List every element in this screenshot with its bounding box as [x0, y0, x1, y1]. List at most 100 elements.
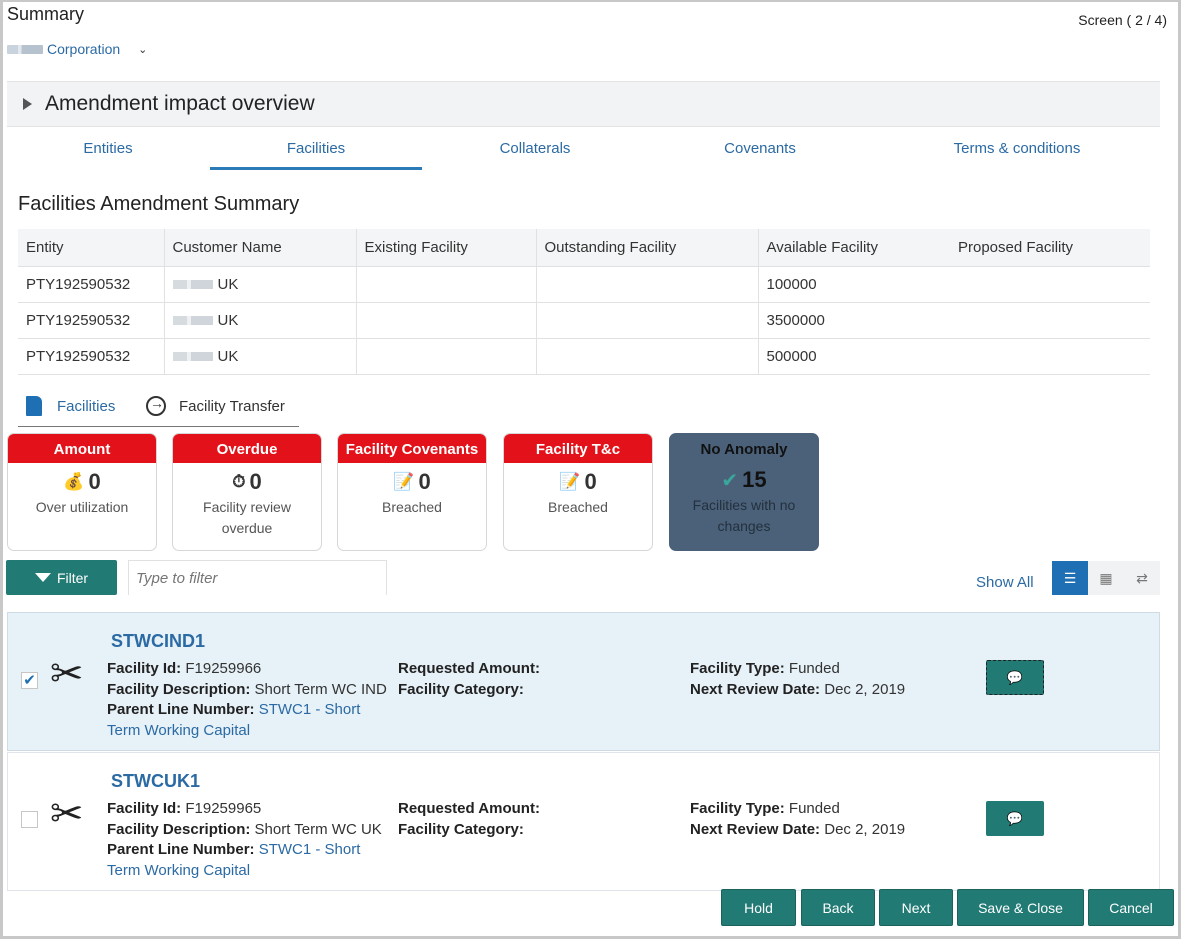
column-header-outstanding: Outstanding Facility — [536, 229, 759, 267]
card-facility-covenants[interactable]: Facility Covenants 📝 0 Breached — [337, 433, 487, 551]
stopwatch-icon: ⏱ — [232, 472, 246, 491]
facility-card[interactable]: ✔ ✂ STWCIND1 Facility Id: F19259966 Faci… — [7, 612, 1160, 751]
tab-covenants[interactable]: Covenants — [724, 140, 796, 157]
hold-button[interactable]: Hold — [721, 889, 796, 926]
cell-customer: UK — [164, 266, 357, 303]
next-review-row: Next Review Date: Dec 2, 2019 — [690, 680, 905, 701]
facility-type: Funded — [788, 660, 840, 677]
facility-card[interactable]: ✂ STWCUK1 Facility Id: F19259965 Facilit… — [7, 752, 1160, 891]
parent-line-link[interactable]: STWC1 - Short Term Working Capital — [107, 841, 361, 879]
table-row: PTY192590532 UK 100000 — [18, 266, 1150, 303]
subtab-facilities[interactable]: Facilities — [26, 396, 115, 416]
comment-icon: 💬 — [1006, 669, 1024, 685]
facility-category-row: Facility Category: — [398, 680, 540, 701]
facility-description: Short Term WC UK — [254, 820, 382, 838]
card-overdue[interactable]: Overdue ⏱ 0 Facility review overdue — [172, 433, 322, 551]
tab-entities[interactable]: Entities — [83, 140, 133, 157]
column-header-existing: Existing Facility — [356, 229, 537, 267]
document-edit-icon: 📝 — [559, 472, 581, 491]
cell-entity: PTY192590532 — [18, 302, 165, 339]
subtab-facilities-label: Facilities — [57, 397, 116, 415]
next-review-date: Dec 2, 2019 — [824, 680, 906, 698]
label: Facility Category: — [398, 680, 524, 698]
cell-proposed — [950, 302, 1150, 339]
tree-view-icon[interactable]: ⇄ — [1124, 561, 1160, 595]
next-review-date: Dec 2, 2019 — [824, 820, 906, 838]
cell-existing — [356, 338, 537, 375]
table-header-row: Entity Customer Name Existing Facility O… — [18, 229, 1150, 267]
card-value: 15 — [742, 467, 767, 492]
comment-button[interactable]: 💬 — [986, 801, 1044, 836]
view-toggle-group: ☰ ▦ ⇄ — [1052, 561, 1160, 595]
facility-checkbox[interactable] — [21, 811, 38, 828]
cancel-button[interactable]: Cancel — [1088, 889, 1174, 926]
facility-id-row: Facility Id: F19259966 — [107, 659, 397, 680]
facility-checkbox[interactable]: ✔ — [21, 672, 38, 689]
facility-type-row: Facility Type: Funded — [690, 799, 905, 820]
show-all-link[interactable]: Show All — [976, 574, 1034, 591]
facility-type: Funded — [788, 800, 840, 817]
redacted-name — [172, 316, 213, 326]
facility-details-col3: Facility Type: Funded Next Review Date: … — [690, 659, 905, 700]
facility-name[interactable]: STWCUK1 — [111, 771, 200, 791]
tab-collaterals[interactable]: Collaterals — [499, 140, 571, 157]
expand-triangle-icon[interactable] — [23, 98, 32, 110]
comment-button[interactable]: 💬 — [986, 660, 1044, 695]
card-value: 0 — [418, 469, 431, 494]
label: Facility Description: — [107, 680, 251, 698]
filter-button[interactable]: Filter — [6, 560, 117, 595]
label: Facility Id: — [107, 660, 182, 677]
back-button[interactable]: Back — [801, 889, 875, 926]
comment-icon: 💬 — [1006, 810, 1024, 826]
grid-view-icon[interactable]: ▦ — [1088, 561, 1124, 595]
requested-amount-row: Requested Amount: — [398, 799, 540, 820]
cell-entity: PTY192590532 — [18, 338, 165, 375]
document-icon — [26, 396, 42, 416]
facility-name[interactable]: STWCIND1 — [111, 631, 205, 651]
funnel-icon — [34, 573, 51, 582]
parent-line-row: Parent Line Number: STWC1 - Short Term W… — [107, 700, 397, 741]
facility-details-col1: Facility Id: F19259965 Facility Descript… — [107, 799, 397, 881]
customer-suffix: UK — [217, 347, 239, 365]
card-value-row: 💰 0 — [8, 469, 156, 495]
chevron-down-icon[interactable]: ⌄ — [138, 43, 148, 56]
next-button[interactable]: Next — [879, 889, 953, 926]
main-tabs: Entities Facilities Collaterals Covenant… — [7, 132, 1160, 170]
cell-proposed — [950, 338, 1150, 375]
label: Requested Amount: — [398, 800, 540, 817]
label: Next Review Date: — [690, 820, 821, 838]
screen-counter: Screen ( 2 / 4) — [1078, 12, 1167, 28]
document-edit-icon: 📝 — [393, 472, 415, 491]
filter-input[interactable] — [128, 560, 387, 595]
card-header: Overdue — [173, 434, 321, 463]
card-label: Facility review overdue — [203, 499, 291, 536]
facility-category-row: Facility Category: — [398, 820, 540, 841]
corporation-label: Corporation — [47, 41, 121, 57]
label: Facility Category: — [398, 820, 524, 838]
card-no-anomaly[interactable]: No Anomaly ✔ 15 Facilities with no change… — [669, 433, 819, 551]
page-title: Summary — [7, 4, 85, 24]
tab-facilities[interactable]: Facilities — [210, 132, 422, 170]
amendment-impact-accordion[interactable]: Amendment impact overview — [7, 81, 1160, 127]
parent-line-row: Parent Line Number: STWC1 - Short Term W… — [107, 840, 397, 881]
check-icon: ✔ — [721, 469, 739, 492]
card-amount[interactable]: Amount 💰 0 Over utilization — [7, 433, 157, 551]
subtab-facility-transfer[interactable]: Facility Transfer — [146, 395, 285, 416]
save-close-button[interactable]: Save & Close — [957, 889, 1084, 926]
parent-line-link[interactable]: STWC1 - Short Term Working Capital — [107, 701, 361, 739]
filter-button-label: Filter — [56, 569, 89, 586]
customer-suffix: UK — [217, 275, 239, 293]
tab-terms-conditions[interactable]: Terms & conditions — [953, 140, 1081, 157]
money-hand-icon: ✂ — [50, 652, 84, 696]
card-facility-tc[interactable]: Facility T&c 📝 0 Breached — [503, 433, 653, 551]
amendment-impact-title: Amendment impact overview — [45, 92, 315, 115]
corporation-selector[interactable]: Corporation ⌄ — [7, 41, 147, 57]
card-value: 0 — [88, 469, 101, 494]
facility-details-col3: Facility Type: Funded Next Review Date: … — [690, 799, 905, 840]
card-value-row: 📝 0 — [338, 469, 486, 495]
redacted-name — [7, 44, 43, 54]
list-view-icon[interactable]: ☰ — [1052, 561, 1088, 595]
facility-id-row: Facility Id: F19259965 — [107, 799, 397, 820]
summary-title: Facilities Amendment Summary — [18, 193, 300, 215]
card-header: Facility T&c — [504, 434, 652, 463]
